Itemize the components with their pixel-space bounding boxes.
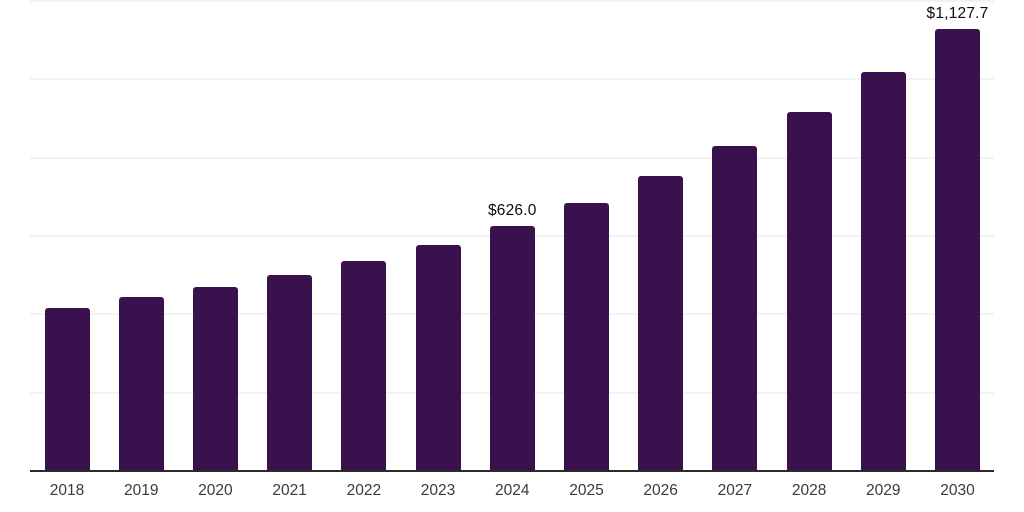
data-label-2024: $626.0 <box>487 201 537 219</box>
data-label-2030: $1,127.7 <box>926 5 989 23</box>
x-axis-label-2023: 2023 <box>420 482 456 499</box>
x-axis-label-2022: 2022 <box>346 482 382 499</box>
x-axis-label-2024: 2024 <box>495 482 530 499</box>
bar-2026 <box>638 175 684 471</box>
x-axis-label-2019: 2019 <box>123 482 159 499</box>
bar-2021 <box>267 275 313 471</box>
bar-2019 <box>118 297 164 471</box>
x-axis-label-2030: 2030 <box>940 482 975 499</box>
gridline <box>30 156 994 159</box>
x-axis-line <box>30 470 994 472</box>
gridline <box>30 78 994 81</box>
x-axis-label-2018: 2018 <box>49 482 85 499</box>
bar-2030 <box>935 29 981 471</box>
x-axis-label-2025: 2025 <box>569 482 604 499</box>
x-axis-label-2026: 2026 <box>643 482 678 499</box>
gridline <box>30 0 994 2</box>
bar-2027 <box>712 145 758 471</box>
bar-2018 <box>44 307 90 471</box>
x-axis-label-2029: 2029 <box>866 482 901 499</box>
bar-2028 <box>786 112 832 471</box>
x-axis-label-2021: 2021 <box>272 482 307 499</box>
bar-2020 <box>192 287 238 471</box>
bar-2029 <box>860 72 906 471</box>
plot-area: $626.0 $1,127.7 <box>30 0 994 471</box>
x-axis-label-2027: 2027 <box>717 482 753 499</box>
x-axis-label-2028: 2028 <box>791 482 827 499</box>
x-axis-labels: 2018 2019 2020 2021 2022 2023 2024 2025 2026 2027… <box>30 482 994 506</box>
bar-2023 <box>415 245 461 471</box>
x-axis-label-2020: 2020 <box>198 482 233 499</box>
bar-2022 <box>341 261 387 471</box>
bar-2024 <box>489 225 535 471</box>
bar-2025 <box>563 203 609 471</box>
